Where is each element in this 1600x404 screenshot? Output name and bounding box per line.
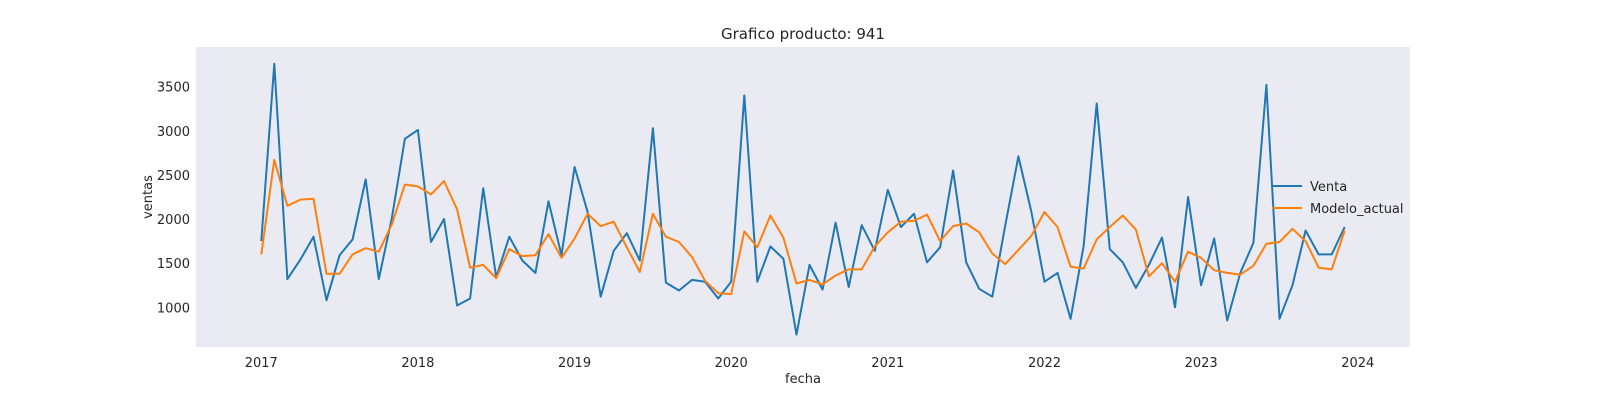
y-tick-label: 3000 — [157, 125, 190, 140]
x-tick-label: 2020 — [715, 356, 748, 371]
x-tick-label: 2022 — [1028, 356, 1061, 371]
y-tick-label: 3500 — [157, 81, 190, 96]
series-lines — [260, 62, 1346, 336]
series-line-modelo-actual — [260, 158, 1346, 296]
x-tick-label: 2021 — [871, 356, 904, 371]
x-axis-ticks: 2017 2018 2019 2020 2021 2022 2023 2024 — [245, 356, 1375, 371]
y-tick-label: 1000 — [157, 301, 190, 316]
x-tick-label: 2019 — [558, 356, 591, 371]
y-tick-label: 2000 — [157, 213, 190, 228]
y-axis-ticks: 1000 1500 2000 2500 3000 3500 — [157, 81, 190, 317]
legend: Venta Modelo_actual — [1272, 180, 1404, 217]
series-line-venta — [260, 62, 1346, 336]
legend-label-modelo-actual: Modelo_actual — [1310, 202, 1404, 217]
x-tick-label: 2017 — [245, 356, 278, 371]
x-tick-label: 2018 — [401, 356, 434, 371]
y-tick-label: 2500 — [157, 169, 190, 184]
chart-title: Grafico producto: 941 — [721, 25, 885, 43]
x-axis-label: fecha — [785, 372, 821, 387]
y-tick-label: 1500 — [157, 257, 190, 272]
x-tick-label: 2024 — [1341, 356, 1374, 371]
x-tick-label: 2023 — [1185, 356, 1218, 371]
legend-label-venta: Venta — [1310, 180, 1347, 195]
y-axis-label: ventas — [141, 175, 156, 219]
